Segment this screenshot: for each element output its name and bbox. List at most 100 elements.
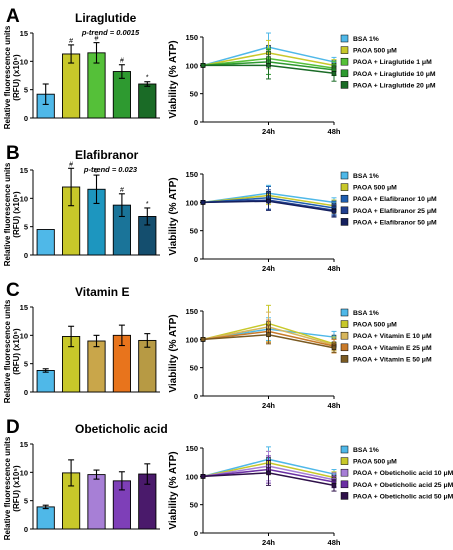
legend-item-label: PAOA 500 μM: [353, 185, 397, 192]
bar-ylabel-units: (RFU) (x10⁵): [12, 328, 21, 375]
legend-item-label: PAOA 500 μM: [353, 459, 397, 466]
legend-swatch: [340, 492, 349, 500]
series-point: [331, 483, 337, 488]
line-ylabel: Viability (% ATP): [168, 451, 179, 529]
legend-item-label: PAOA + Vitamin E 50 μM: [353, 356, 432, 363]
legend-item-label: BSA 1%: [353, 447, 379, 454]
bar-ylabel: Relative fluorescence units: [3, 162, 12, 266]
legend-item-label: PAOA + Liraglutide 10 μM: [353, 71, 436, 78]
panel-letter: D: [6, 417, 20, 438]
line-ytick-label: 50: [190, 227, 198, 236]
bar-ylabel: Relative fluorescence units: [3, 25, 12, 129]
legend-item-label: PAOA + Elafibranor 10 μM: [353, 196, 437, 203]
legend-item-label: BSA 1%: [353, 173, 379, 180]
series-point: [200, 474, 206, 479]
panel-letter: C: [6, 280, 20, 301]
bar-ytick-label: 10: [20, 57, 28, 66]
p-trend-label: p-trend = 0.023: [83, 165, 138, 174]
bar-significance-mark: #: [69, 161, 73, 168]
bar-ylabel-units: (RFU) (x10⁵): [12, 54, 21, 101]
legend-swatch: [340, 457, 349, 465]
bar-ylabel-units: (RFU) (x10⁵): [12, 191, 21, 238]
bar-ytick-label: 0: [24, 388, 28, 397]
line-xtick-label: 24h: [262, 401, 275, 410]
bar-ylabel: Relative fluorescence units: [3, 436, 12, 540]
bar-ytick-label: 0: [24, 251, 28, 260]
legend-swatch: [340, 81, 349, 89]
series-point: [266, 332, 271, 338]
legend-swatch: [340, 355, 349, 363]
line-ytick-label: 0: [194, 392, 198, 401]
line-ytick-label: 150: [185, 444, 198, 453]
bar-ytick-label: 15: [20, 166, 28, 175]
line-xtick-label: 48h: [328, 127, 341, 136]
series-point: [266, 198, 271, 204]
series-point: [331, 209, 337, 214]
bar-ytick-label: 5: [24, 497, 28, 506]
bar-ytick-label: 10: [20, 331, 28, 340]
legend-item-label: PAOA + Elafibranor 50 μM: [353, 219, 437, 226]
legend-swatch: [340, 468, 349, 477]
legend-swatch: [340, 480, 349, 489]
series-point: [266, 63, 271, 68]
line-ylabel: Viability (% ATP): [168, 40, 179, 118]
series-point: [200, 337, 206, 342]
legend-swatch: [340, 218, 349, 226]
series-point: [200, 200, 206, 205]
series-point: [200, 63, 206, 68]
legend-swatch: [340, 69, 349, 78]
legend-item-label: PAOA 500 μM: [353, 48, 397, 55]
line-xtick-label: 24h: [262, 264, 275, 273]
legend-item-label: PAOA + Liraglutide 20 μM: [353, 82, 436, 89]
bar-ylabel: Relative fluorescence units: [3, 299, 12, 403]
bar-ytick-label: 15: [20, 303, 28, 312]
panel-letter: B: [6, 143, 20, 164]
bar-ytick-label: 15: [20, 440, 28, 449]
legend-swatch: [340, 183, 349, 191]
bar-significance-mark: #: [120, 58, 124, 65]
line-xtick-label: 48h: [328, 538, 341, 547]
line-ytick-label: 150: [185, 170, 198, 179]
legend-swatch: [340, 331, 349, 340]
p-trend-label: p-trend = 0.0015: [81, 28, 140, 37]
legend-swatch: [340, 34, 349, 43]
line-ytick-label: 50: [190, 90, 198, 99]
series-point: [331, 71, 337, 76]
legend-item-label: BSA 1%: [353, 36, 379, 43]
legend-swatch: [340, 320, 349, 328]
legend-item-label: PAOA + Vitamin E 25 μM: [353, 345, 432, 352]
bar: [36, 229, 55, 256]
series-point: [266, 470, 271, 476]
line-ytick-label: 0: [194, 529, 198, 538]
legend-item-label: PAOA + Obeticholic acid 10 μM: [353, 470, 453, 477]
line-ylabel: Viability (% ATP): [168, 314, 179, 392]
line-xtick-label: 24h: [262, 127, 275, 136]
line-ytick-label: 100: [185, 335, 198, 344]
bar-ylabel-units: (RFU) (x10⁵): [12, 465, 21, 512]
legend-item-label: PAOA + Obeticholic acid 25 μM: [353, 482, 453, 489]
bar-ytick-label: 5: [24, 223, 28, 232]
line-ytick-label: 0: [194, 118, 198, 127]
line-ytick-label: 100: [185, 472, 198, 481]
line-ytick-label: 50: [190, 364, 198, 373]
panel-title: Liraglutide: [75, 11, 137, 25]
line-xtick-label: 48h: [328, 264, 341, 273]
line-ylabel: Viability (% ATP): [168, 177, 179, 255]
panel-title: Elafibranor: [75, 148, 139, 162]
legend-swatch: [340, 171, 349, 180]
bar-ytick-label: 0: [24, 114, 28, 123]
line-xtick-label: 48h: [328, 401, 341, 410]
bar: [36, 506, 55, 530]
legend-swatch: [340, 206, 349, 215]
bar-significance-mark: *: [146, 201, 149, 208]
line-ytick-label: 150: [185, 33, 198, 42]
line-ytick-label: 0: [194, 255, 198, 264]
legend-swatch: [340, 308, 349, 317]
legend-item-label: BSA 1%: [353, 310, 379, 317]
series-point: [331, 345, 337, 351]
legend-swatch: [340, 194, 349, 203]
line-ytick-label: 100: [185, 198, 198, 207]
panel-title: Obeticholic acid: [75, 422, 168, 436]
bar: [138, 339, 157, 393]
